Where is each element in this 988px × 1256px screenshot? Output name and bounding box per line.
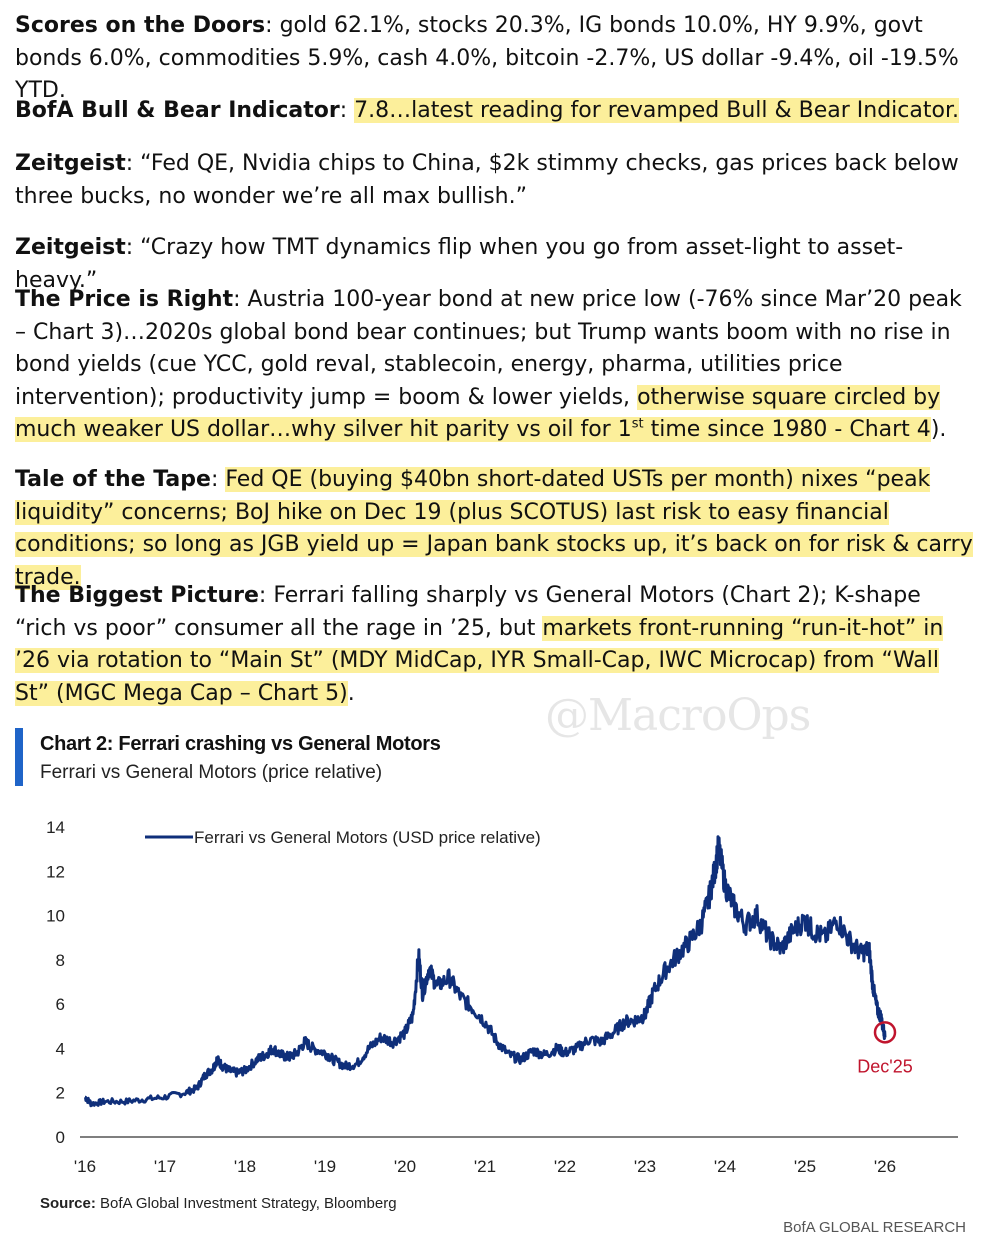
- label-bull-bear: BofA Bull & Bear Indicator: [15, 98, 340, 123]
- x-tick-label: '17: [154, 1157, 176, 1176]
- text-zeitgeist-1: “Fed QE, Nvidia chips to China, $2k stim…: [15, 151, 959, 209]
- text-bull-bear: 7.8…latest reading for revamped Bull & B…: [354, 98, 959, 123]
- text-scores: gold 62.1%, stocks 20.3%, IG bonds 10.0%…: [15, 13, 959, 103]
- x-tick-label: '18: [234, 1157, 256, 1176]
- x-tick-label: '16: [74, 1157, 96, 1176]
- x-tick-label: '19: [314, 1157, 336, 1176]
- text-price-right-b: ).: [930, 417, 947, 442]
- y-tick-label: 12: [46, 862, 65, 881]
- chart-accent-bar: [15, 728, 23, 786]
- x-tick-label: '23: [634, 1157, 656, 1176]
- y-tick-label: 10: [46, 907, 65, 926]
- dec25-label: Dec'25: [857, 1056, 912, 1076]
- para-zeitgeist-1: Zeitgeist: “Fed QE, Nvidia chips to Chin…: [15, 151, 959, 209]
- label-biggest-picture: The Biggest Picture: [15, 583, 259, 608]
- text-biggest-picture-a: Ferrari falling sharply vs General Motor…: [15, 583, 921, 641]
- text-zeitgeist-2: “Crazy how TMT dynamics flip when you go…: [15, 235, 904, 293]
- y-tick-label: 14: [46, 818, 65, 837]
- y-tick-label: 4: [56, 1039, 65, 1058]
- para-scores: Scores on the Doors: gold 62.1%, stocks …: [15, 13, 959, 103]
- x-tick-label: '24: [714, 1157, 736, 1176]
- x-tick-label: '21: [474, 1157, 496, 1176]
- chart-svg: 0 2 4 6 8 10 12 14 '16 '17 '18 '19 '20 '21 '22 '23 '24 '2…: [46, 818, 958, 1176]
- label-price-right: The Price is Right: [15, 287, 234, 312]
- footer-brand: BofA GLOBAL RESEARCH: [783, 1219, 966, 1236]
- para-price-right: The Price is Right: Austria 100-year bon…: [15, 287, 962, 442]
- para-bull-bear: BofA Bull & Bear Indicator: 7.8…latest r…: [15, 98, 959, 123]
- y-tick-label: 6: [56, 995, 65, 1014]
- para-biggest-picture: The Biggest Picture: Ferrari falling sha…: [15, 583, 944, 706]
- legend-label: Ferrari vs General Motors (USD price rel…: [194, 828, 541, 847]
- y-tick-label: 0: [56, 1128, 65, 1147]
- chart-source: Source: BofA Global Investment Strategy,…: [40, 1195, 397, 1212]
- y-tick-label: 2: [56, 1084, 65, 1103]
- label-tale-tape: Tale of the Tape: [15, 467, 211, 492]
- label-scores: Scores on the Doors: [15, 13, 266, 38]
- x-tick-label: '20: [394, 1157, 416, 1176]
- para-tale-tape: Tale of the Tape: Fed QE (buying $40bn s…: [15, 467, 973, 590]
- y-tick-label: 8: [56, 951, 65, 970]
- watermark: @MacroOps: [545, 690, 811, 741]
- x-tick-label: '25: [794, 1157, 816, 1176]
- x-tick-label: '26: [874, 1157, 896, 1176]
- chart-title: Chart 2: Ferrari crashing vs General Mot…: [40, 733, 441, 755]
- text-biggest-picture-b: .: [347, 680, 355, 706]
- dec25-marker: [873, 1021, 897, 1044]
- para-zeitgeist-2: Zeitgeist: “Crazy how TMT dynamics flip …: [15, 235, 904, 293]
- x-tick-label: '22: [554, 1157, 576, 1176]
- label-zeitgeist-2: Zeitgeist: [15, 235, 126, 260]
- label-zeitgeist-1: Zeitgeist: [15, 151, 126, 176]
- chart-subtitle: Ferrari vs General Motors (price relativ…: [40, 762, 383, 783]
- text-price-right-a: Austria 100-year bond at new price low (…: [15, 287, 962, 410]
- series-line: [84, 835, 887, 1108]
